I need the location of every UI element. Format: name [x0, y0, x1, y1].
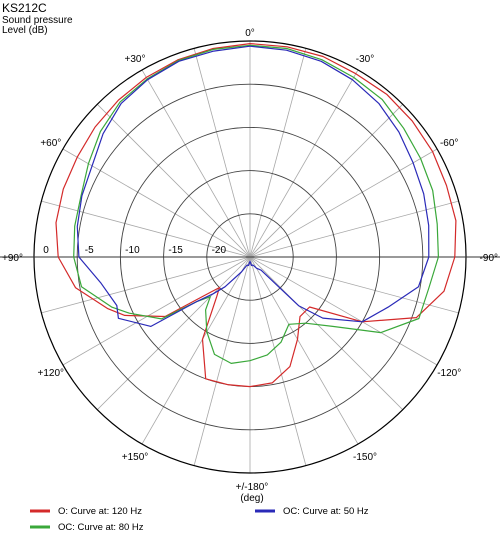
angle-unit-line2: (deg): [240, 493, 263, 504]
series-line-2: [73, 44, 439, 364]
angle-label: +90°: [2, 253, 23, 264]
grid-spoke: [249, 148, 438, 258]
grid-spoke: [249, 200, 459, 258]
angle-labels: 0° +30° +60° +90° +120° +150° -30° -60° -90° -120…: [2, 28, 498, 463]
grid-spoke: [249, 256, 438, 366]
angle-label: -30°: [356, 54, 374, 65]
chart-subtitle-line2: Level (dB): [2, 25, 48, 36]
grid-spoke: [193, 256, 251, 466]
polar-grid: [0, 40, 500, 474]
ring-label: 0: [43, 245, 49, 256]
grid-spoke: [62, 148, 251, 258]
angle-label: 0°: [245, 28, 255, 39]
series-line-3: [76, 45, 430, 327]
grid-spoke: [193, 48, 251, 258]
chart-subtitle-line1: Sound pressure: [2, 15, 73, 26]
grid-spoke: [249, 256, 359, 445]
legend-entry: O: Curve at: 120 Hz: [58, 506, 142, 517]
grid-spoke: [249, 104, 403, 258]
grid-spoke: [97, 104, 251, 258]
angle-label: +120°: [38, 368, 65, 379]
legend: O: Curve at: 120 Hz OC: Curve at: 80 Hz OC…: [30, 506, 369, 533]
grid-spoke: [97, 256, 251, 410]
series-line-1: [55, 43, 457, 388]
angle-label: -120°: [437, 368, 461, 379]
ring-label: -20: [212, 245, 227, 256]
legend-entry: OC: Curve at: 50 Hz: [283, 506, 369, 517]
grid-spoke: [62, 256, 251, 366]
ring-label: -10: [125, 245, 140, 256]
grid-spoke: [141, 256, 251, 445]
curves-layer: [55, 43, 457, 388]
angle-label: +150°: [122, 452, 149, 463]
grid-spoke: [141, 69, 251, 258]
angle-label: +30°: [125, 54, 146, 65]
grid-spoke: [41, 256, 251, 314]
angle-unit-line1: +/-180°: [236, 482, 269, 493]
ring-label: -15: [168, 245, 183, 256]
grid-spoke: [249, 256, 459, 314]
ring-label: -5: [85, 245, 94, 256]
grid-spoke: [249, 69, 359, 258]
grid-spoke: [249, 48, 307, 258]
legend-entry: OC: Curve at: 80 Hz: [58, 522, 144, 533]
grid-spoke: [249, 256, 403, 410]
angle-label: -60°: [440, 138, 458, 149]
chart-title: KS212C: [2, 1, 47, 15]
ring-labels: 0 -5 -10 -15 -20: [43, 245, 226, 256]
angle-label: -90°: [480, 253, 498, 264]
grid-spoke: [249, 256, 307, 466]
angle-label: -150°: [353, 452, 377, 463]
grid-spoke: [41, 200, 251, 258]
angle-label: +60°: [40, 138, 61, 149]
